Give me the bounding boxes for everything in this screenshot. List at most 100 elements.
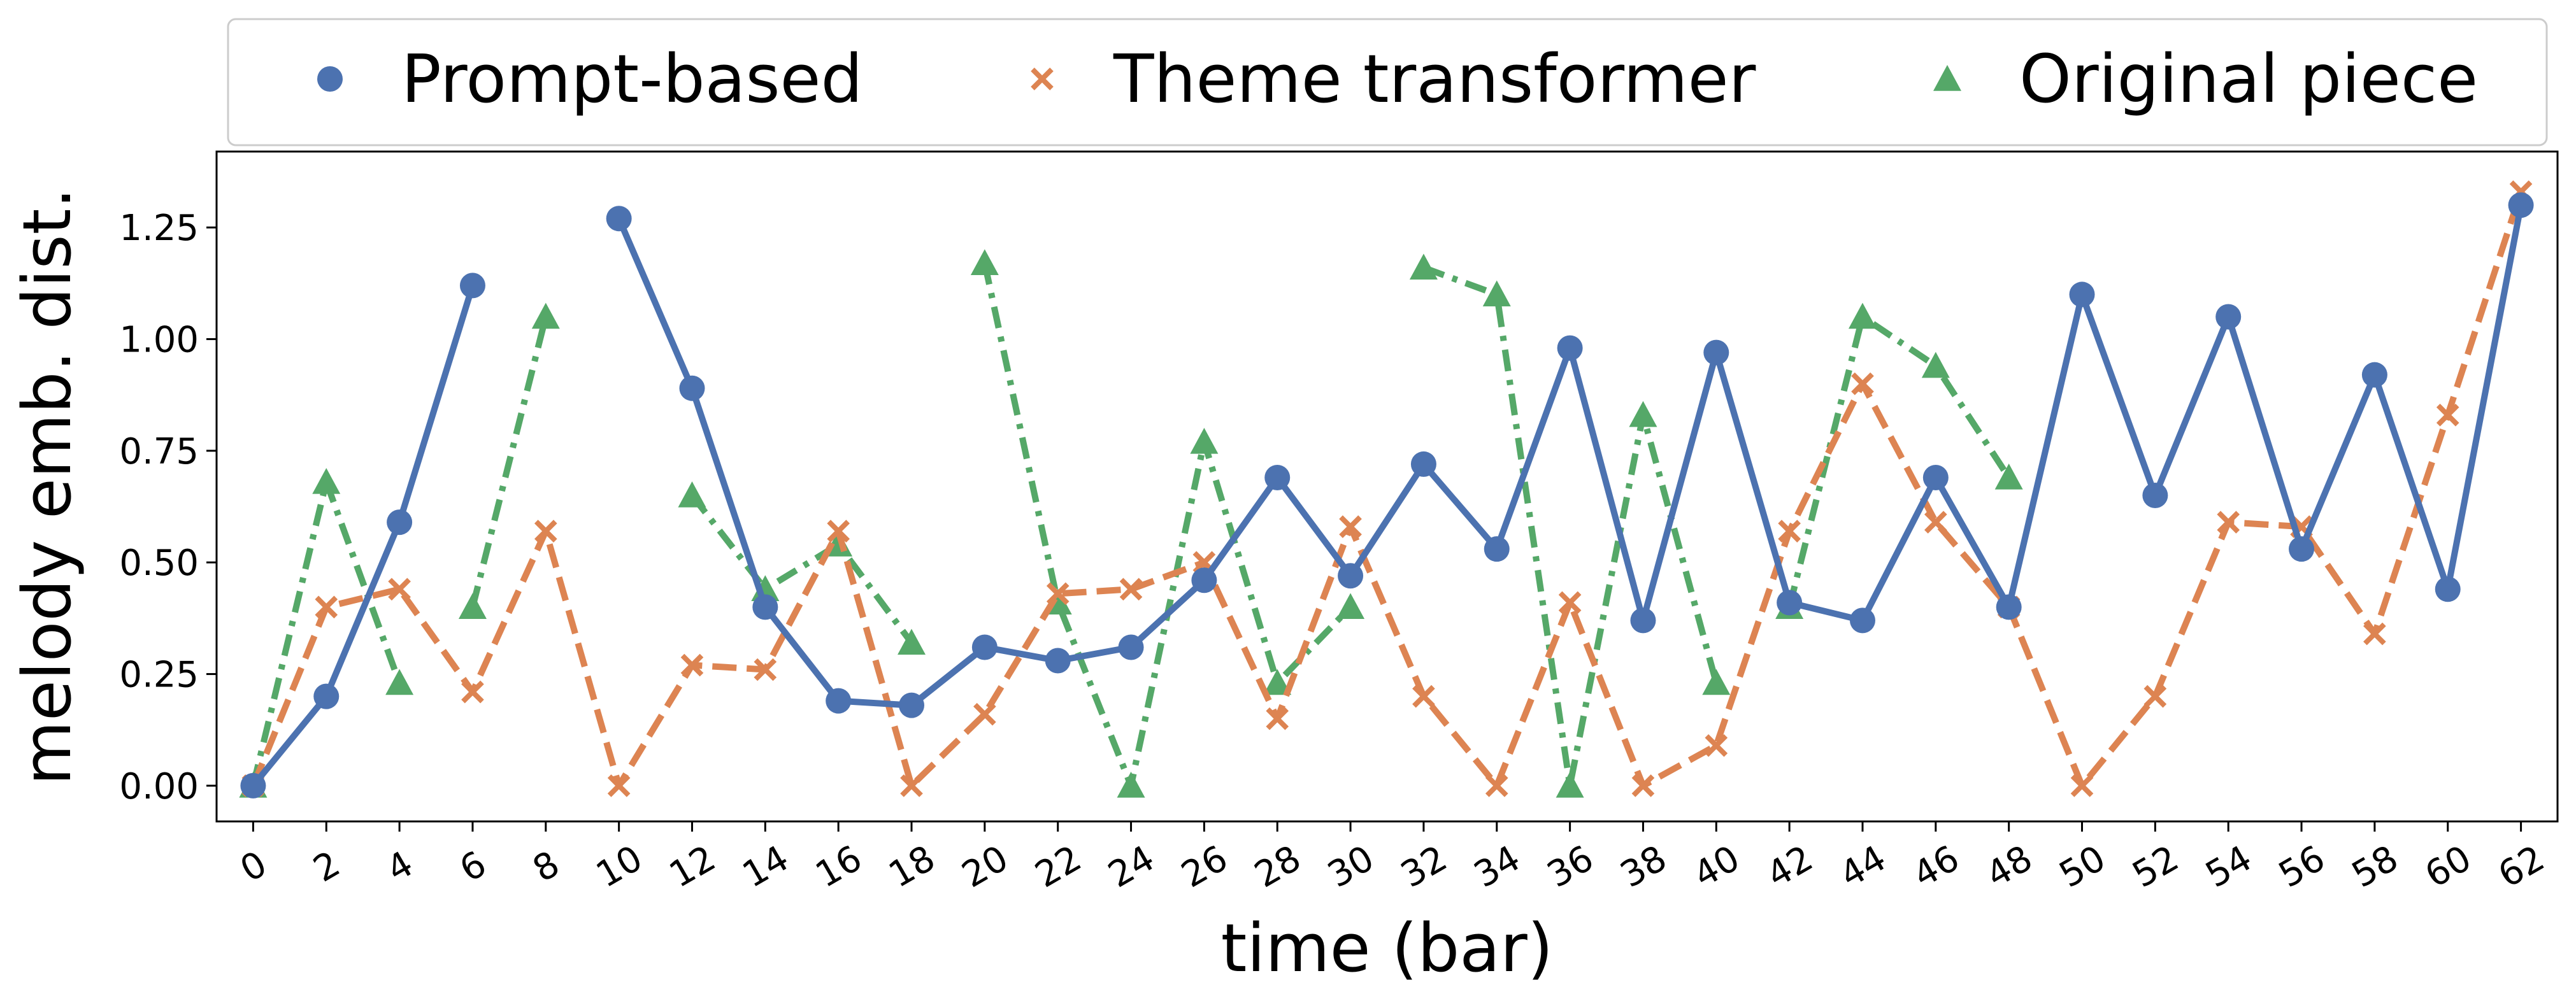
series-theme-transformer [241,180,2533,797]
x-tick-label: 38 [1614,837,1673,896]
data-point-theme-transformer [607,774,631,797]
x-tick-label: 46 [1906,837,1966,896]
data-point-original-piece [1336,593,1365,620]
data-point-prompt-based [1338,563,1364,589]
x-tick-label: 58 [2345,837,2405,896]
data-point-theme-transformer [2363,622,2386,646]
data-point-original-piece [678,481,706,508]
data-point-theme-transformer [1705,734,1728,757]
data-point-prompt-based [240,772,266,799]
data-point-original-piece [531,302,560,329]
data-point-theme-transformer [1778,520,1801,543]
series-line-original-piece [1422,264,1720,789]
data-point-theme-transformer [973,702,996,726]
data-point-original-piece [1482,280,1511,307]
data-point-theme-transformer [1412,685,1435,708]
data-point-prompt-based [2508,192,2534,218]
x-tick-label: 28 [1248,837,1308,896]
x-tick-label: 26 [1175,837,1234,896]
x-tick-label: 54 [2199,837,2259,896]
y-axis-ticks: 0.00 0.25 0.50 0.75 1.00 1.25 [119,208,217,807]
plot-frame [215,150,2559,823]
data-point-prompt-based [1777,590,1803,616]
x-tick-label: 30 [1321,837,1381,896]
x-tick-label: 48 [1979,837,2039,896]
legend-label: Original piece [2019,40,2478,118]
data-point-prompt-based [459,273,485,299]
data-point-original-piece [1921,351,1950,378]
x-tick-label: 8 [526,843,566,890]
x-axis-title: time (bar) [1221,909,1554,987]
x-tick-label: 56 [2272,837,2332,896]
data-point-prompt-based [1410,451,1436,477]
data-point-theme-transformer [2070,774,2094,797]
data-point-prompt-based [679,375,705,401]
series-line-theme-transformer [250,190,2524,789]
data-point-prompt-based [387,509,413,536]
x-tick-label: 36 [1540,837,1600,896]
data-point-prompt-based [2361,362,2387,388]
data-point-original-piece [385,669,414,695]
x-tick-label: 44 [1833,837,1893,896]
data-point-original-piece [1556,771,1584,798]
x-axis-ticks: 0 2 4 6 8 10 12 14 16 18 20 22 24 26 28 30 32 34 36 38 40 42 4… [233,821,2551,896]
x-tick-label: 16 [809,837,869,896]
series-line-original-piece [981,262,1353,789]
data-point-prompt-based [2215,304,2242,330]
data-point-prompt-based [1996,594,2022,620]
data-point-original-piece [1994,463,2023,490]
x-tick-label: 18 [882,837,942,896]
x-tick-label: 12 [662,837,722,896]
x-tick-label: 20 [955,837,1015,896]
x-tick-label: 0 [233,843,273,890]
data-point-original-piece [1629,401,1657,427]
data-point-theme-transformer [1558,591,1582,614]
data-point-prompt-based [1484,536,1510,562]
data-point-theme-transformer [388,578,411,601]
x-tick-label: 10 [589,837,649,896]
legend-marker [1933,65,1961,91]
legend-box [227,18,2548,146]
data-point-theme-transformer [534,520,557,543]
data-point-original-piece [312,467,341,494]
data-point-theme-transformer [315,595,338,619]
y-axis-title: melody emb. dist. [8,188,86,786]
x-tick-label: 2 [306,843,347,890]
data-point-prompt-based [1703,339,1729,366]
x-tick-label: 62 [2491,837,2551,896]
series-line-prompt-based [250,284,476,788]
data-point-prompt-based [1849,607,1875,634]
x-tick-label: 50 [2052,837,2112,896]
data-point-prompt-based [2142,483,2168,509]
series-line-original-piece [1786,313,2012,608]
y-tick-label: 0.50 [119,543,199,584]
x-tick-label: 22 [1028,837,1088,896]
data-point-prompt-based [2069,281,2095,308]
data-point-original-piece [1190,427,1219,454]
y-tick-label: 0.75 [119,431,199,472]
x-tick-label: 42 [1760,837,1820,896]
data-point-theme-transformer [1119,578,1143,601]
x-tick-label: 34 [1467,837,1527,896]
data-point-prompt-based [971,634,998,660]
legend-marker [317,66,343,92]
data-point-prompt-based [2435,576,2461,602]
series-prompt-based [240,192,2534,799]
y-tick-label: 0.25 [119,655,199,696]
x-tick-label: 24 [1101,837,1161,896]
data-point-theme-transformer [1485,774,1508,797]
x-tick-label: 6 [453,843,493,890]
data-point-theme-transformer [2436,403,2459,427]
x-tick-label: 32 [1394,837,1454,896]
data-point-theme-transformer [1339,515,1362,538]
data-point-theme-transformer [2143,685,2167,708]
series-line-original-piece [469,316,549,608]
data-point-prompt-based [2289,536,2315,562]
data-point-original-piece [1117,771,1145,798]
data-point-theme-transformer [1924,511,1947,534]
data-point-prompt-based [752,594,778,620]
x-tick-label: 52 [2126,837,2186,896]
series-layer [239,180,2534,799]
data-point-theme-transformer [680,653,704,677]
legend: Prompt-based Theme transformer Original pi… [227,18,2548,146]
